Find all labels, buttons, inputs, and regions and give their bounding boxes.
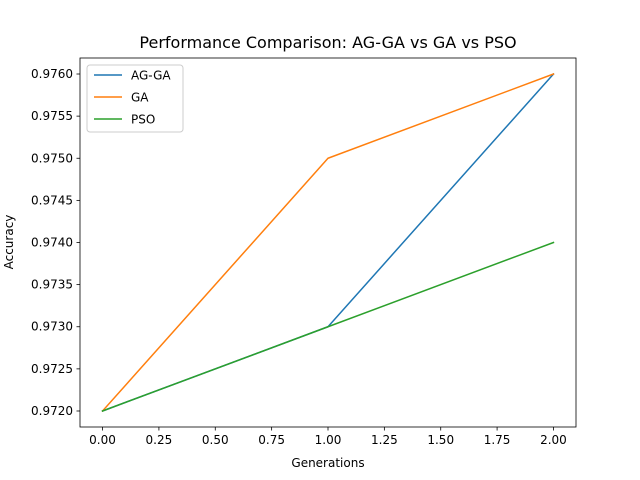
y-tick-label: 0.9730 bbox=[31, 320, 73, 334]
series-line-pso bbox=[101, 241, 555, 412]
legend-label: AG-GA bbox=[131, 69, 171, 83]
chart-title: Performance Comparison: AG-GA vs GA vs P… bbox=[139, 33, 516, 52]
x-tick-label: 1.00 bbox=[315, 433, 342, 447]
x-tick-label: 0.25 bbox=[146, 433, 173, 447]
x-tick-label: 1.25 bbox=[371, 433, 398, 447]
x-tick-label: 0.75 bbox=[258, 433, 285, 447]
x-axis-title: Generations bbox=[291, 456, 364, 470]
y-tick-label: 0.9760 bbox=[31, 67, 73, 81]
legend-label: PSO bbox=[131, 113, 155, 127]
x-tick-label: 1.50 bbox=[427, 433, 454, 447]
y-axis: 0.9720 0.9725 0.9730 0.9735 0.9740 0.9745 0.97… bbox=[31, 67, 80, 418]
x-axis: 0.00 0.25 0.50 0.75 1.00 1.25 1.50 1.75 2.00 bbox=[89, 427, 567, 447]
y-tick-label: 0.9740 bbox=[31, 236, 73, 250]
x-tick-label: 2.00 bbox=[540, 433, 567, 447]
y-tick-label: 0.9745 bbox=[31, 193, 73, 207]
x-tick-label: 0.00 bbox=[89, 433, 116, 447]
legend: AG-GA GA PSO bbox=[86, 64, 184, 133]
x-tick-label: 0.50 bbox=[202, 433, 229, 447]
y-tick-label: 0.9755 bbox=[31, 109, 73, 123]
legend-box bbox=[86, 64, 184, 133]
y-tick-label: 0.9735 bbox=[31, 278, 73, 292]
y-tick-label: 0.9720 bbox=[31, 404, 73, 418]
y-tick-label: 0.9725 bbox=[31, 362, 73, 376]
legend-label: GA bbox=[131, 91, 149, 105]
x-tick-label: 1.75 bbox=[484, 433, 511, 447]
y-tick-label: 0.9750 bbox=[31, 151, 73, 165]
y-axis-title: Accuracy bbox=[2, 215, 16, 270]
series-line-ga bbox=[101, 73, 555, 413]
series-layer bbox=[101, 72, 555, 413]
